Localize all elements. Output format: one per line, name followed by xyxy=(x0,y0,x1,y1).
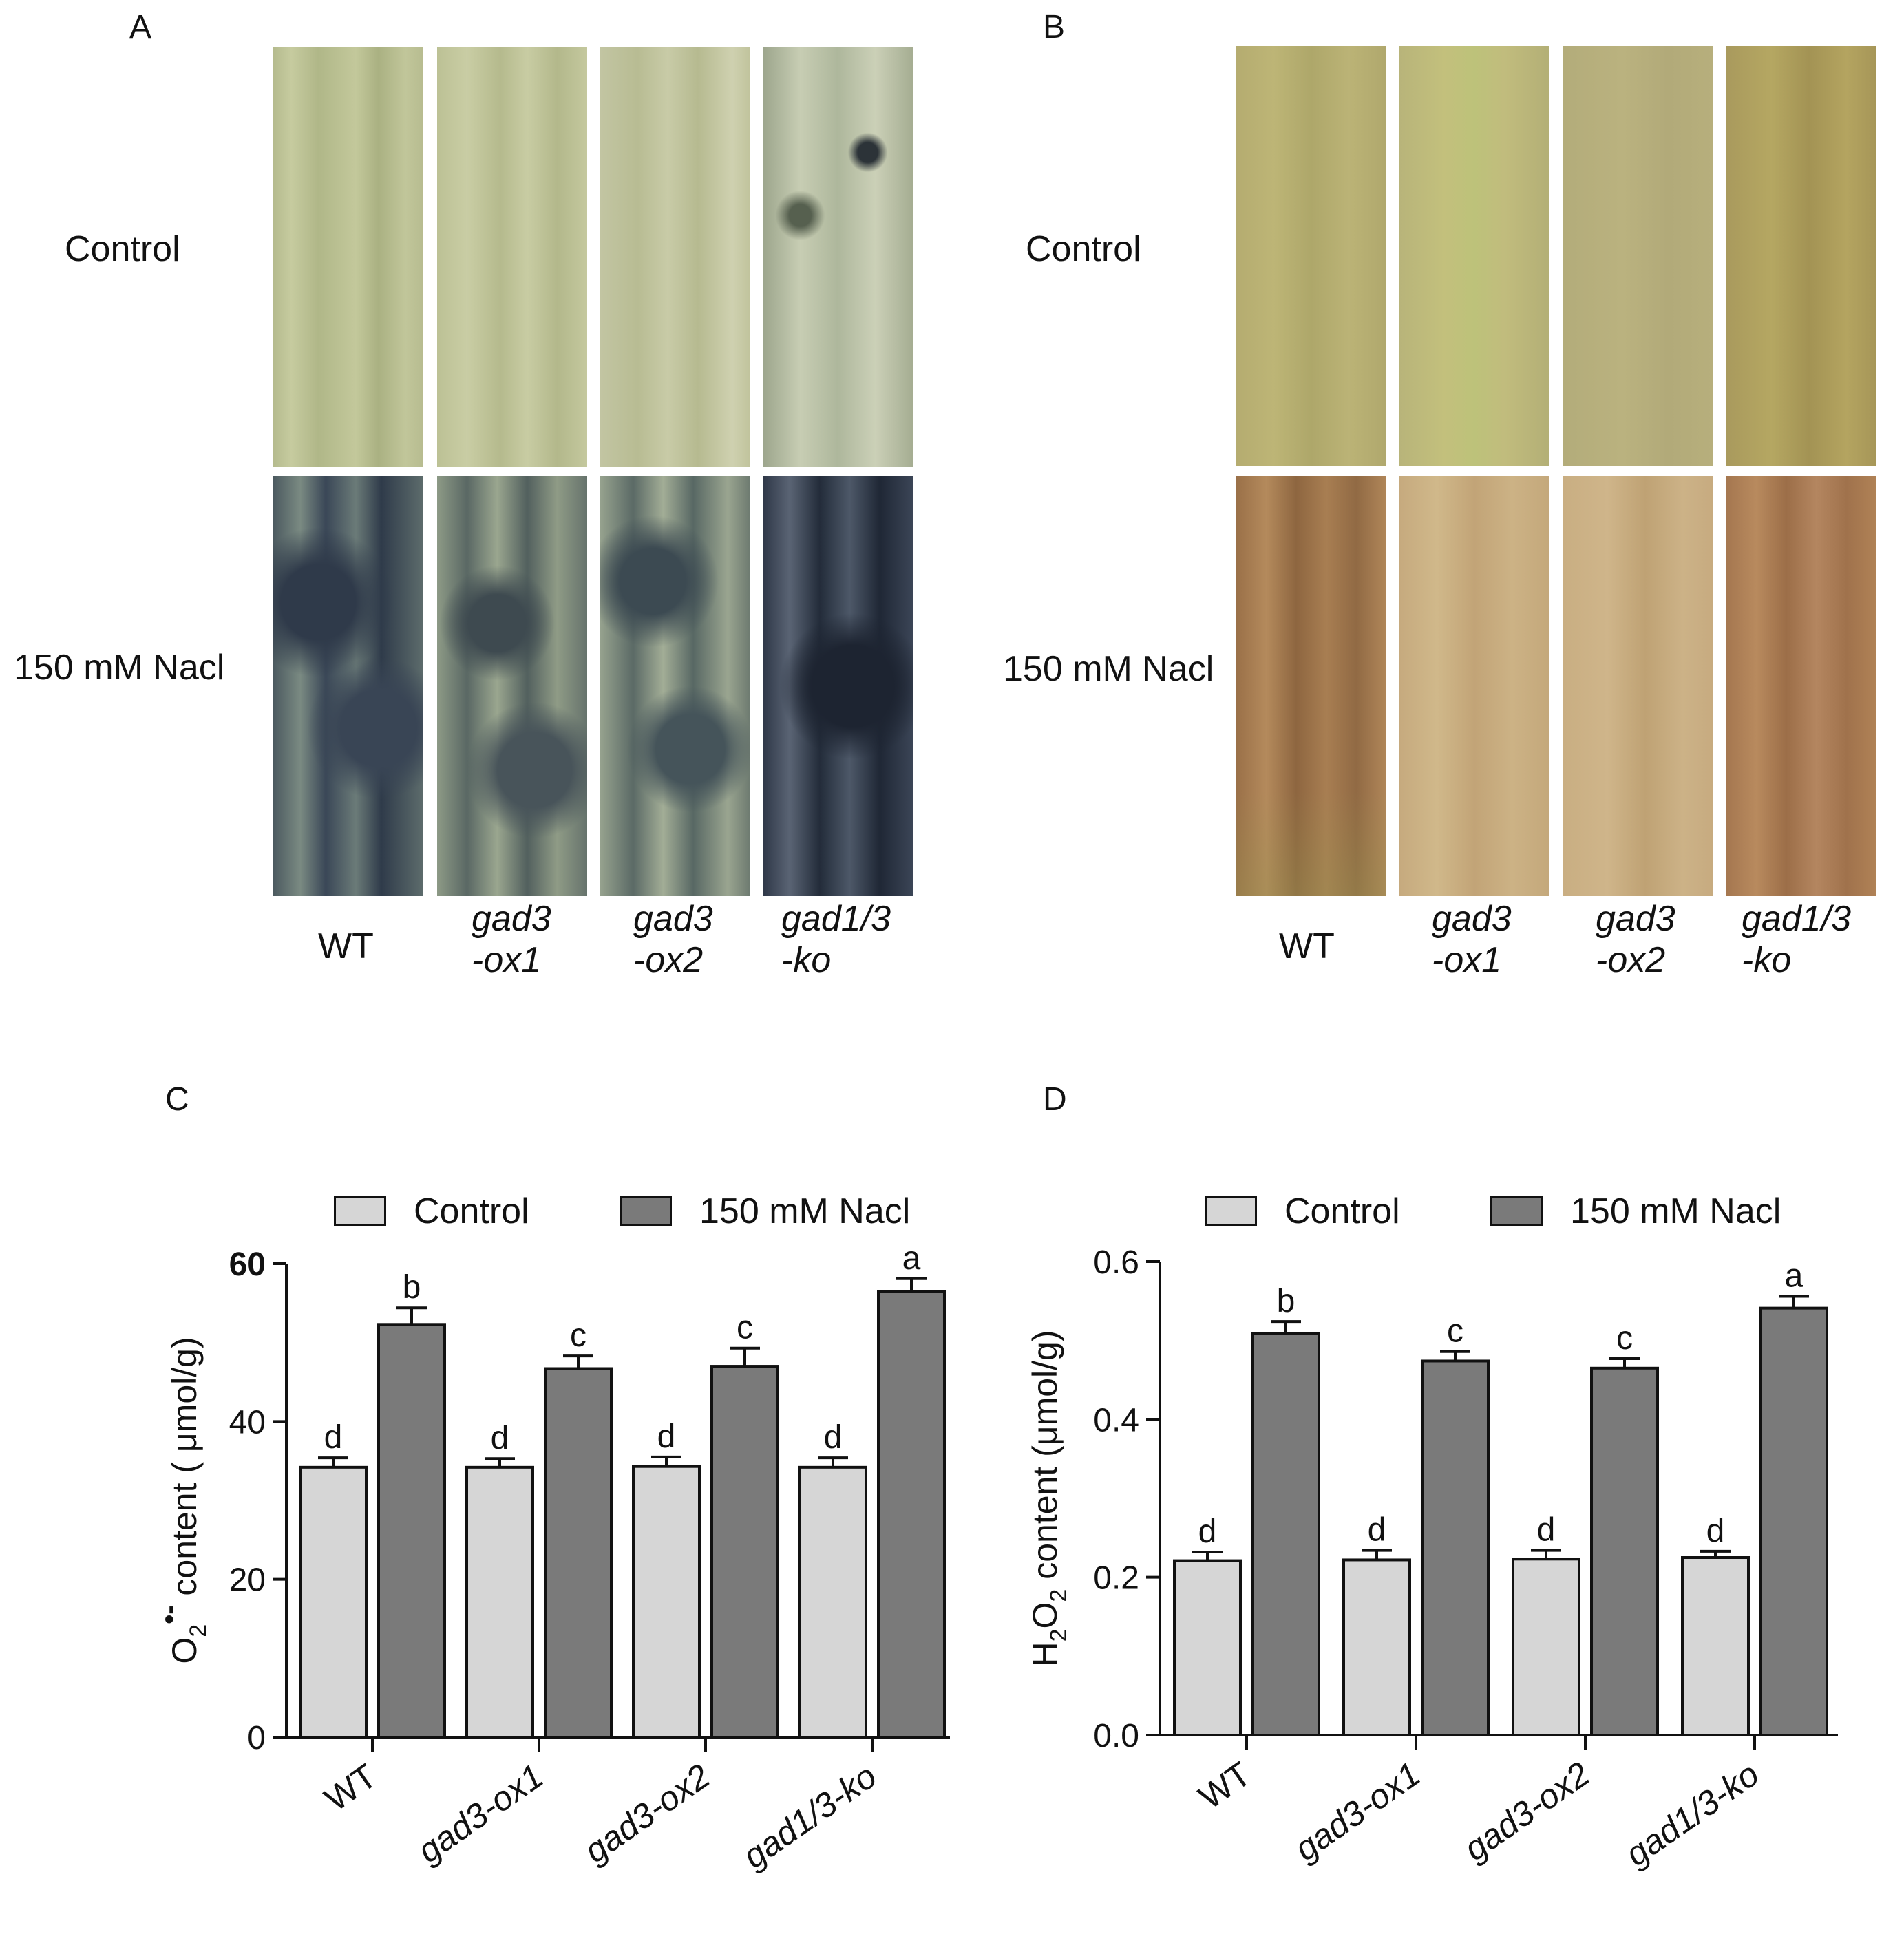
panel-b-genotype-ko: gad1/3 -ko xyxy=(1742,899,1852,980)
panel-a-genotype-ox1: gad3 -ox1 xyxy=(472,899,551,980)
significance-letter: d xyxy=(491,1420,509,1456)
panel-a-label: A xyxy=(129,9,152,45)
legend-swatch-nacl xyxy=(620,1196,672,1226)
significance-letter: d xyxy=(1537,1512,1556,1549)
bar-control xyxy=(1342,1558,1411,1736)
panel-b-row-salt-label: 150 mM Nacl xyxy=(1003,649,1214,689)
panel-b-row-control-label: Control xyxy=(1026,229,1141,269)
nbt-leaf-wt-control xyxy=(273,47,423,467)
nbt-leaf-ox2-control xyxy=(600,47,750,467)
y-tick-label: 60 xyxy=(229,1246,266,1283)
panel-a-genotype-ko: gad1/3 -ko xyxy=(781,899,891,980)
significance-letter: d xyxy=(824,1419,843,1456)
legend-swatch-control xyxy=(334,1196,386,1226)
legend-label-control: Control xyxy=(1284,1191,1400,1231)
x-tick-label: gad1/3-ko xyxy=(1618,1754,1766,1873)
panel-b-genotype-wt: WT xyxy=(1279,926,1335,966)
panel-a-row-salt-label: 150 mM Nacl xyxy=(14,648,225,688)
y-tick-label: 0.6 xyxy=(1093,1244,1139,1281)
dab-leaf-ox1-salt xyxy=(1399,476,1549,896)
legend-label-control: Control xyxy=(414,1191,529,1231)
bar-nacl xyxy=(877,1290,946,1739)
dab-leaf-ko-control xyxy=(1726,46,1876,466)
y-axis-title: O2•- content ( μmol/g) xyxy=(154,1337,211,1664)
bar-nacl xyxy=(1590,1366,1659,1737)
legend-swatch-control xyxy=(1205,1196,1257,1226)
significance-letter: d xyxy=(1198,1513,1217,1550)
legend-label-nacl: 150 mM Nacl xyxy=(1570,1191,1781,1231)
dab-leaf-wt-salt xyxy=(1236,476,1386,896)
chart-c-legend-control: Control xyxy=(334,1191,529,1232)
bar-nacl xyxy=(544,1367,613,1739)
panel-a-genotype-ox2: gad3 -ox2 xyxy=(633,899,713,980)
dab-leaf-ox2-control xyxy=(1563,46,1713,466)
significance-letter: b xyxy=(403,1269,421,1306)
dab-leaf-ox2-salt xyxy=(1563,476,1713,896)
x-tick-label: WT xyxy=(1192,1754,1258,1816)
significance-letter: d xyxy=(657,1418,676,1455)
nbt-leaf-ox1-salt xyxy=(437,476,587,896)
chart-d-legend-nacl: 150 mM Nacl xyxy=(1490,1191,1781,1232)
panel-a-row-control-label: Control xyxy=(65,229,180,269)
y-tick-label: 0.2 xyxy=(1093,1560,1139,1597)
significance-letter: c xyxy=(570,1317,586,1354)
nbt-leaf-ko-salt xyxy=(763,476,913,896)
bar-nacl xyxy=(1421,1359,1490,1736)
significance-letter: d xyxy=(1368,1512,1386,1549)
nbt-leaf-wt-salt xyxy=(273,476,423,896)
bar-nacl xyxy=(1251,1332,1320,1736)
significance-letter: c xyxy=(1447,1313,1463,1350)
y-tick-label: 0.0 xyxy=(1093,1718,1139,1754)
dab-leaf-wt-control xyxy=(1236,46,1386,466)
nbt-leaf-ox1-control xyxy=(437,47,587,467)
bar-control xyxy=(1512,1558,1580,1736)
y-axis-title: H2O2 content (μmol/g) xyxy=(1026,1330,1072,1666)
chart-d-legend-control: Control xyxy=(1205,1191,1400,1232)
panel-a-genotype-wt: WT xyxy=(318,926,374,966)
panel-d-label: D xyxy=(1043,1081,1067,1118)
bar-control xyxy=(632,1465,701,1739)
bar-nacl xyxy=(710,1365,779,1739)
y-tick-label: 40 xyxy=(229,1404,266,1441)
bar-control xyxy=(465,1465,534,1739)
legend-label-nacl: 150 mM Nacl xyxy=(699,1191,911,1231)
panel-c-label: C xyxy=(165,1081,189,1118)
bar-control xyxy=(1173,1559,1242,1736)
y-tick-label: 0.4 xyxy=(1093,1402,1139,1438)
nbt-leaf-ox2-salt xyxy=(600,476,750,896)
significance-letter: a xyxy=(902,1240,921,1277)
significance-letter: c xyxy=(1616,1320,1633,1357)
x-tick-label: gad3-ox2 xyxy=(1457,1754,1596,1869)
panel-b-label: B xyxy=(1043,9,1066,45)
significance-letter: d xyxy=(324,1419,343,1456)
legend-swatch-nacl xyxy=(1490,1196,1543,1226)
bar-nacl xyxy=(1759,1306,1828,1736)
panel-b-genotype-ox1: gad3 -ox1 xyxy=(1432,899,1512,980)
chart-c-legend-nacl: 150 mM Nacl xyxy=(620,1191,910,1232)
bar-control xyxy=(1681,1556,1750,1736)
panel-b-genotype-ox2: gad3 -ox2 xyxy=(1596,899,1675,980)
dab-leaf-ko-salt xyxy=(1726,476,1876,896)
y-tick-label: 0 xyxy=(247,1720,266,1756)
bar-control xyxy=(299,1465,368,1739)
significance-letter: a xyxy=(1785,1257,1803,1294)
x-tick-label: gad3-ox1 xyxy=(1287,1754,1427,1868)
significance-letter: d xyxy=(1706,1513,1725,1549)
dab-leaf-ox1-control xyxy=(1399,46,1549,466)
y-tick-label: 20 xyxy=(229,1562,266,1599)
significance-letter: b xyxy=(1277,1283,1295,1319)
significance-letter: c xyxy=(737,1310,753,1346)
bar-nacl xyxy=(377,1323,446,1739)
nbt-leaf-ko-control xyxy=(763,47,913,467)
